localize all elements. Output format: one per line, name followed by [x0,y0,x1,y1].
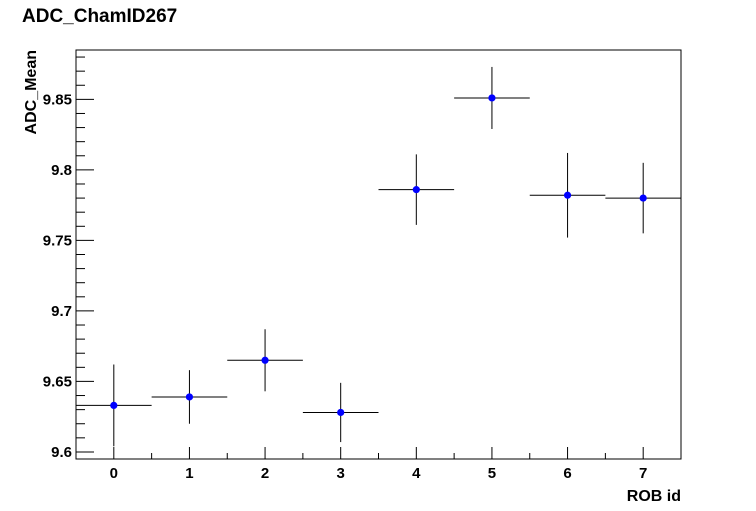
y-axis-ticks: 9.6 9.65 9.7 9.75 9.8 9.85 [43,56,94,461]
data-point [529,152,606,238]
data-point [302,382,379,443]
x-tick-label: 4 [412,465,421,482]
y-tick-label: 9.6 [51,444,72,461]
point-marker [110,401,118,410]
y-tick-label: 9.7 [51,303,72,320]
chart-title: ADC_ChamID267 [22,6,178,27]
point-marker [337,408,345,417]
x-tick-label: 2 [261,465,269,482]
data-points [76,66,681,447]
point-marker [261,356,269,364]
data-point [151,370,228,424]
y-tick-label: 9.8 [51,162,72,179]
x-tick-label: 5 [488,465,496,482]
x-tick-label: 0 [110,465,118,482]
y-tick-label: 9.85 [43,91,72,108]
point-marker [563,191,572,199]
data-point [605,162,681,234]
x-axis-ticks: 0 1 2 3 4 5 6 7 [75,447,682,482]
x-tick-label: 7 [639,465,647,482]
y-tick-label: 9.75 [43,232,72,249]
data-point [227,329,303,392]
x-tick-label: 1 [185,465,193,482]
x-tick-label: 3 [337,465,345,482]
data-point [76,364,152,447]
plot-frame [75,49,682,460]
point-marker [185,393,194,401]
point-marker [639,194,647,202]
data-point [378,154,455,225]
x-axis-title: ROB id [627,488,681,505]
y-tick-label: 9.65 [43,373,72,390]
data-point [454,66,530,129]
point-marker [488,94,496,102]
y-axis-title: ADC_Mean [23,50,40,134]
point-marker [412,186,420,194]
x-tick-label: 6 [563,465,571,482]
